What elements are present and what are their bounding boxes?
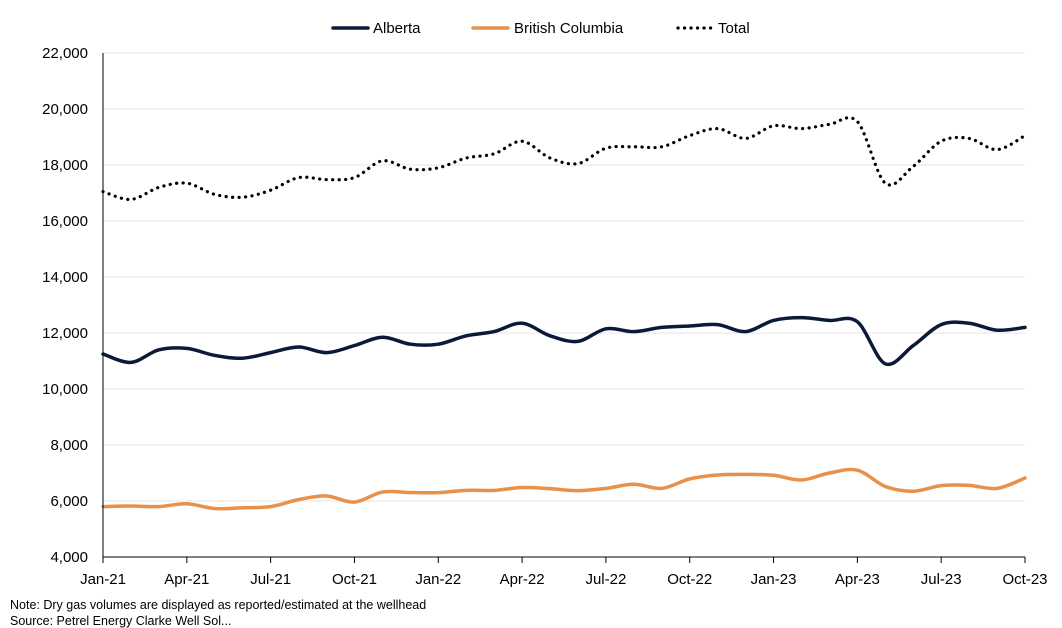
y-tick-label-10000: 10,000 bbox=[42, 381, 88, 398]
y-tick-label-12000: 12,000 bbox=[42, 325, 88, 342]
x-tick-label-Oct-22: Oct-22 bbox=[667, 571, 712, 588]
y-tick-label-8000: 8,000 bbox=[50, 437, 88, 454]
x-axis-tick-labels: Jan-21 Apr-21 Jul-21 Oct-21 Jan-22 Apr-22 Jul-… bbox=[80, 571, 1047, 588]
legend-label-british-columbia: British Columbia bbox=[514, 20, 624, 37]
y-tick-label-18000: 18,000 bbox=[42, 157, 88, 174]
y-tick-label-6000: 6,000 bbox=[50, 493, 88, 510]
footnote-note: Note: Dry gas volumes are displayed as r… bbox=[10, 598, 426, 612]
x-tick-label-Jul-21: Jul-21 bbox=[250, 571, 291, 588]
x-tick-label-Apr-23: Apr-23 bbox=[835, 571, 880, 588]
legend-label-alberta: Alberta bbox=[373, 20, 421, 37]
line-chart: 4,000 6,000 8,000 10,000 12,000 14,000 16,000 1… bbox=[0, 0, 1062, 621]
x-tick-label-Apr-22: Apr-22 bbox=[500, 571, 545, 588]
y-tick-label-16000: 16,000 bbox=[42, 213, 88, 230]
y-tick-label-14000: 14,000 bbox=[42, 269, 88, 286]
y-tick-label-4000: 4,000 bbox=[50, 549, 88, 566]
series-lines bbox=[103, 118, 1025, 509]
legend: Alberta British Columbia Total bbox=[333, 20, 750, 37]
gridlines bbox=[103, 53, 1025, 501]
y-tick-label-22000: 22,000 bbox=[42, 45, 88, 62]
x-tick-label-Jan-23: Jan-23 bbox=[751, 571, 797, 588]
x-tick-label-Jul-23: Jul-23 bbox=[921, 571, 962, 588]
series-line-british-columbia bbox=[103, 469, 1025, 508]
x-tick-label-Oct-23: Oct-23 bbox=[1002, 571, 1047, 588]
y-axis-tick-labels: 4,000 6,000 8,000 10,000 12,000 14,000 16,000 1… bbox=[42, 45, 88, 566]
x-tick-label-Jul-22: Jul-22 bbox=[585, 571, 626, 588]
x-tick-label-Oct-21: Oct-21 bbox=[332, 571, 377, 588]
x-tick-label-Apr-21: Apr-21 bbox=[164, 571, 209, 588]
series-line-alberta bbox=[103, 318, 1025, 365]
y-tick-label-20000: 20,000 bbox=[42, 101, 88, 118]
x-tick-label-Jan-22: Jan-22 bbox=[415, 571, 461, 588]
series-line-total bbox=[103, 118, 1025, 200]
x-tick-label-Jan-21: Jan-21 bbox=[80, 571, 126, 588]
legend-label-total: Total bbox=[718, 20, 750, 37]
footnote-source: Source: Petrel Energy Clarke Well Sol... bbox=[10, 614, 231, 628]
